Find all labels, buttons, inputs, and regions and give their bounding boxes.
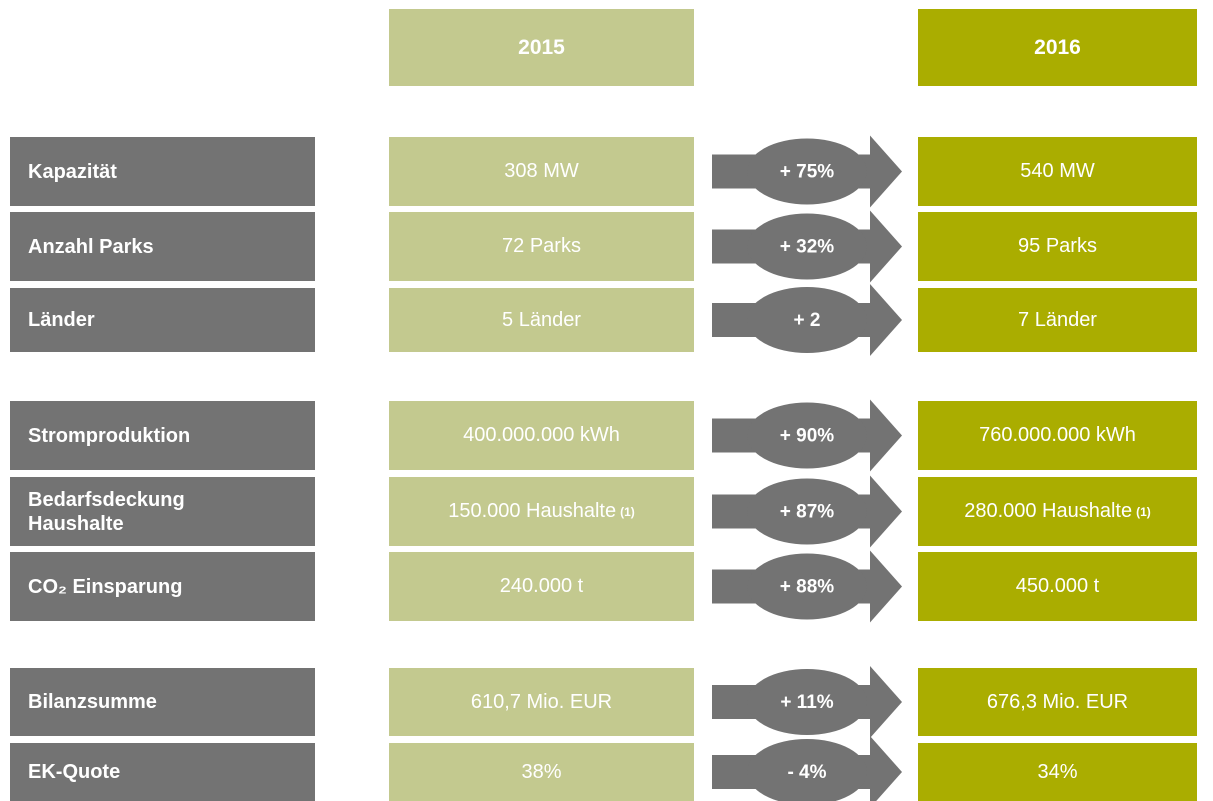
row-label: EK-Quote <box>10 743 315 801</box>
change-ellipse <box>747 478 867 545</box>
value-text: 280.000 Haushalte <box>964 500 1133 522</box>
change-ellipse <box>747 402 867 469</box>
row-label: Bilanzsumme <box>10 668 315 736</box>
value-text: 7 Länder <box>1018 308 1097 331</box>
value-text: 676,3 Mio. EUR <box>986 690 1129 713</box>
value-left: 150.000 Haushalte (1) <box>389 477 694 546</box>
change-text: + 11% <box>780 692 833 713</box>
value-right: 450.000 t <box>918 552 1197 621</box>
value-left: 308 MW <box>389 137 694 206</box>
row-label: Bedarfsdeckung Haushalte <box>10 477 315 546</box>
value-left: 400.000.000 kWh <box>389 401 694 470</box>
row-label: Kapazität <box>10 137 315 206</box>
value-text: 400.000.000 kWh <box>463 424 620 446</box>
row-label-text: Bilanzsumme <box>28 691 157 713</box>
row-label-text: Länder <box>28 309 95 331</box>
value-right: 7 Länder <box>918 288 1197 352</box>
change-ellipse <box>747 553 867 620</box>
value-text: 450.000 t <box>1015 575 1100 597</box>
value-right: 760.000.000 kWh <box>918 401 1197 470</box>
row-label-text: Kapazität <box>28 160 117 183</box>
row-label: Stromproduktion <box>10 401 315 470</box>
row-label-text: Bedarfsdeckung Haushalte <box>28 488 185 535</box>
arrow-head <box>870 399 902 472</box>
value-right: 280.000 Haushalte (1) <box>918 477 1197 546</box>
change-text: + 32% <box>780 237 835 258</box>
value-text: 610,7 Mio. EUR <box>470 690 613 713</box>
row-label-text: Stromproduktion <box>28 424 191 447</box>
value-text: 540 MW <box>1020 160 1095 182</box>
row-label-text: CO₂ Einsparung <box>28 575 183 598</box>
header-2015: 2015 <box>389 9 694 86</box>
change-text: + 75% <box>780 162 835 183</box>
arrow-head <box>870 135 902 208</box>
row-label-text: EK-Quote <box>28 761 121 783</box>
value-text: 72 Parks <box>502 235 581 257</box>
arrow-head <box>870 550 902 623</box>
arrow-head <box>870 284 902 356</box>
footnote-mark: (1) <box>1136 504 1151 519</box>
value-text: 150.000 Haushalte <box>448 500 617 522</box>
value-left: 72 Parks <box>389 212 694 281</box>
value-left: 240.000 t <box>389 552 694 621</box>
row-label-text: Anzahl Parks <box>28 235 154 258</box>
change-text: + 90% <box>780 426 835 447</box>
value-left: 610,7 Mio. EUR <box>389 668 694 736</box>
arrow-head <box>870 475 902 548</box>
change-text: - 4% <box>787 762 826 783</box>
arrow-head <box>870 210 902 283</box>
change-text: + 88% <box>780 577 835 598</box>
value-text: 5 Länder <box>502 308 581 331</box>
change-ellipse <box>747 669 867 735</box>
value-text: 760.000.000 kWh <box>979 424 1136 446</box>
value-left: 5 Länder <box>389 288 694 352</box>
value-right: 34% <box>918 743 1197 801</box>
value-left: 38% <box>389 743 694 801</box>
value-text: 308 MW <box>504 160 579 182</box>
change-ellipse <box>747 739 867 801</box>
row-label: Länder <box>10 288 315 352</box>
value-right: 540 MW <box>918 137 1197 206</box>
footnote-mark: (1) <box>620 504 635 519</box>
row-label: CO₂ Einsparung <box>10 552 315 621</box>
value-right: 676,3 Mio. EUR <box>918 668 1197 736</box>
value-text: 34% <box>1037 760 1078 783</box>
arrow-head <box>870 736 902 801</box>
change-text: + 87% <box>780 502 835 523</box>
value-text: 95 Parks <box>1018 235 1097 257</box>
change-ellipse <box>747 287 867 353</box>
change-text: + 2 <box>794 310 821 331</box>
change-ellipse <box>747 138 867 205</box>
value-text: 38% <box>521 760 562 783</box>
change-ellipse <box>747 213 867 280</box>
value-right: 95 Parks <box>918 212 1197 281</box>
row-label: Anzahl Parks <box>10 212 315 281</box>
value-text: 240.000 t <box>499 575 584 597</box>
arrow-head <box>870 666 902 738</box>
header-2016: 2016 <box>918 9 1197 86</box>
